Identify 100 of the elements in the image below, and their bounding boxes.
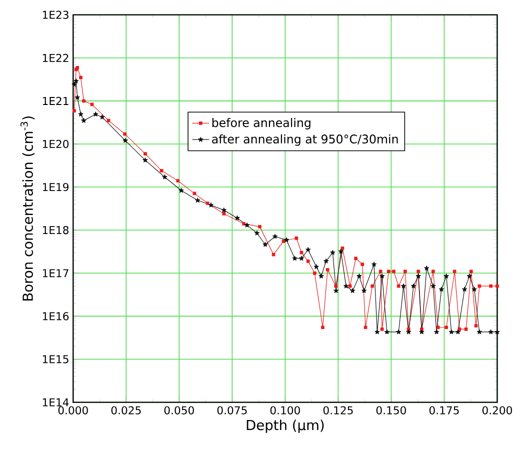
point xyxy=(206,202,210,206)
y-tick-label: 1E22 xyxy=(42,54,68,62)
point xyxy=(343,284,349,288)
point xyxy=(436,326,440,330)
point xyxy=(244,222,250,228)
point xyxy=(392,270,396,274)
point xyxy=(474,324,478,328)
point xyxy=(476,329,482,334)
point xyxy=(472,286,477,292)
point xyxy=(160,169,164,173)
point xyxy=(404,270,407,274)
y-tick-label: 1E18 xyxy=(42,226,69,234)
point xyxy=(234,216,240,220)
point xyxy=(444,326,448,330)
point xyxy=(416,274,421,279)
point xyxy=(258,225,262,229)
y-tick-label: 1E23 xyxy=(42,10,68,20)
point xyxy=(142,158,148,163)
point xyxy=(496,284,499,288)
legend-label: before annealing xyxy=(212,118,310,130)
x-tick-label: 0.125 xyxy=(323,406,353,415)
point xyxy=(406,329,412,334)
point xyxy=(298,256,304,261)
point xyxy=(334,284,338,288)
point xyxy=(334,288,339,294)
point xyxy=(378,270,382,274)
point xyxy=(448,329,454,334)
point xyxy=(324,258,329,264)
point xyxy=(254,230,260,236)
point xyxy=(338,248,344,254)
point xyxy=(176,179,180,183)
point xyxy=(478,284,482,288)
point xyxy=(384,329,390,334)
point xyxy=(424,266,430,271)
point xyxy=(262,242,268,247)
point xyxy=(82,99,86,103)
point xyxy=(489,284,493,288)
point xyxy=(306,260,310,263)
point xyxy=(374,329,380,334)
point xyxy=(79,76,82,80)
x-tick-label: 0.200 xyxy=(482,406,512,415)
point xyxy=(416,270,420,274)
point xyxy=(488,329,494,334)
point xyxy=(396,329,402,334)
point xyxy=(122,138,128,143)
x-tick-label: 0.075 xyxy=(217,406,247,415)
point xyxy=(123,132,127,136)
point xyxy=(90,102,94,106)
point xyxy=(221,208,226,213)
point xyxy=(306,247,311,252)
point xyxy=(74,95,80,100)
point xyxy=(294,236,298,240)
point xyxy=(354,256,358,260)
point xyxy=(300,251,304,254)
point xyxy=(100,114,105,120)
point xyxy=(72,109,76,113)
point xyxy=(312,272,316,275)
y-tick-label: 1E14 xyxy=(42,398,69,406)
point xyxy=(380,274,385,279)
point xyxy=(396,284,400,288)
x-tick-label: 0.025 xyxy=(111,406,141,415)
point xyxy=(81,118,86,123)
point xyxy=(462,286,468,292)
point xyxy=(360,262,364,266)
point xyxy=(242,222,246,226)
point xyxy=(195,198,200,203)
y-tick-label: 1E21 xyxy=(42,97,68,106)
point xyxy=(371,262,377,267)
x-tick-label: 0.175 xyxy=(429,406,459,415)
point xyxy=(348,284,352,288)
point xyxy=(419,329,424,334)
point xyxy=(284,237,289,242)
point xyxy=(356,274,362,279)
point xyxy=(432,270,435,274)
point xyxy=(400,284,406,288)
point xyxy=(106,119,110,122)
point xyxy=(430,284,436,288)
point xyxy=(192,192,196,196)
point xyxy=(272,253,276,256)
point xyxy=(178,188,184,193)
x-tick-label: 0.100 xyxy=(270,406,300,415)
point xyxy=(494,329,500,334)
point xyxy=(326,268,330,272)
y-tick-label: 1E17 xyxy=(42,269,68,278)
point xyxy=(469,270,473,274)
point xyxy=(340,246,344,250)
point xyxy=(93,112,98,117)
point xyxy=(318,274,324,279)
point xyxy=(78,112,84,117)
point xyxy=(222,212,226,216)
point xyxy=(444,274,449,279)
point xyxy=(162,174,168,180)
point xyxy=(321,326,324,330)
point xyxy=(370,284,374,288)
y-tick-label: 1E20 xyxy=(42,140,69,148)
y-tick-label: 1E15 xyxy=(42,355,68,364)
point xyxy=(410,284,416,288)
point xyxy=(272,234,278,239)
point xyxy=(314,264,319,270)
point xyxy=(144,152,147,156)
